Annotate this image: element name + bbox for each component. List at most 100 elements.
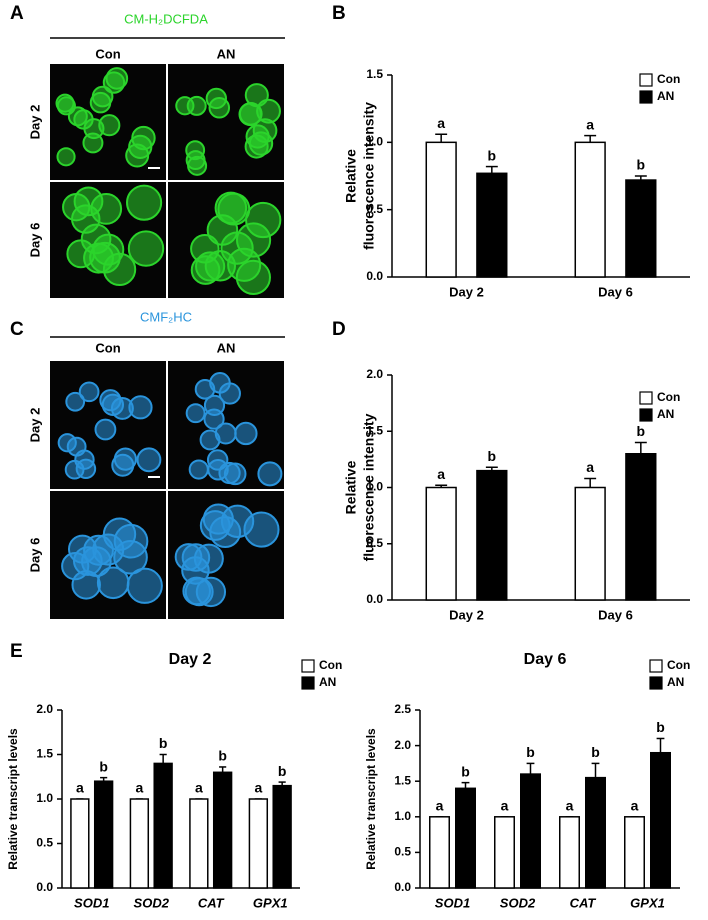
- legend-label: Con: [667, 658, 690, 672]
- significance-letter: a: [631, 798, 639, 814]
- bar: [153, 762, 173, 889]
- y-axis-label: Relative: [343, 460, 359, 514]
- oocyte: [127, 230, 165, 267]
- x-tick-label: CAT: [570, 895, 597, 910]
- y-tick-label: 0.5: [36, 836, 53, 850]
- significance-letter: a: [76, 780, 84, 796]
- legend-swatch: [639, 90, 653, 104]
- oocyte: [61, 552, 90, 581]
- oocyte: [235, 259, 271, 295]
- bar: [585, 776, 606, 889]
- bar: [476, 469, 508, 601]
- legend-swatch: [649, 676, 663, 690]
- significance-letter: b: [278, 763, 287, 779]
- image-title: CM-H₂DCFDA: [124, 11, 208, 26]
- significance-letter: b: [526, 744, 535, 760]
- significance-letter: b: [218, 748, 227, 764]
- oocyte: [186, 95, 207, 116]
- oocyte: [102, 71, 126, 94]
- oocyte: [257, 461, 283, 487]
- bar: [625, 453, 657, 601]
- oocyte: [92, 233, 125, 266]
- legend-swatch: [639, 391, 653, 405]
- bar: [650, 751, 671, 889]
- oocyte: [199, 510, 231, 541]
- legend-swatch: [301, 659, 315, 673]
- legend-swatch: [639, 408, 653, 422]
- oocyte: [218, 461, 241, 485]
- significance-letter: b: [461, 763, 470, 779]
- column-label: Con: [95, 46, 120, 61]
- bar: [129, 798, 150, 889]
- bar: [494, 816, 515, 889]
- legend-swatch: [639, 73, 653, 87]
- y-tick-label: 0.0: [366, 269, 383, 283]
- significance-letter: b: [637, 423, 646, 439]
- panel-label: B: [332, 3, 346, 24]
- oocyte: [203, 408, 225, 430]
- legend-label: AN: [657, 407, 674, 421]
- significance-letter: b: [591, 744, 600, 760]
- row-label: Day 6: [27, 223, 42, 258]
- significance-letter: b: [656, 719, 665, 735]
- y-tick-label: 0.0: [366, 592, 383, 606]
- bar: [429, 816, 450, 889]
- oocyte: [218, 382, 241, 405]
- y-axis-label: Relative transcript levels: [6, 728, 20, 870]
- oocyte: [110, 396, 134, 420]
- x-tick-label: Day 2: [449, 607, 484, 622]
- oocyte: [185, 403, 206, 424]
- significance-letter: a: [436, 798, 444, 814]
- x-tick-label: SOD1: [74, 895, 109, 910]
- legend-swatch: [649, 659, 663, 673]
- y-axis-label: Relative transcript levels: [364, 728, 378, 870]
- oocyte: [126, 567, 163, 604]
- y-tick-label: 0.5: [366, 536, 383, 550]
- bar: [189, 798, 209, 889]
- y-tick-label: 1.5: [366, 67, 383, 81]
- x-tick-label: GPX1: [630, 895, 665, 910]
- y-tick-label: 1.5: [36, 747, 53, 761]
- significance-letter: a: [135, 780, 143, 796]
- bar: [425, 486, 457, 601]
- y-tick-label: 0.5: [366, 202, 383, 216]
- y-axis-label: fluorescence intensity: [361, 413, 377, 561]
- oocyte: [234, 421, 258, 446]
- panel-label: E: [10, 641, 23, 662]
- bar: [248, 798, 269, 889]
- oocyte: [126, 184, 163, 221]
- oocyte: [252, 118, 278, 143]
- legend-label: AN: [657, 89, 674, 103]
- significance-letter: b: [488, 448, 497, 464]
- y-tick-label: 1.0: [366, 480, 383, 494]
- oocyte: [66, 239, 96, 269]
- oocyte: [188, 459, 209, 480]
- y-tick-label: 1.0: [394, 809, 411, 823]
- bar: [212, 771, 233, 889]
- image-title: CMF₂HC: [140, 309, 192, 324]
- y-tick-label: 2.5: [394, 702, 411, 716]
- oocyte: [235, 222, 272, 258]
- panel-label: A: [10, 3, 24, 24]
- bar: [476, 172, 508, 278]
- oocyte: [238, 101, 263, 126]
- oocyte: [94, 418, 117, 441]
- y-tick-label: 1.5: [394, 773, 411, 787]
- significance-letter: b: [159, 735, 168, 751]
- oocyte: [78, 381, 100, 403]
- bar: [93, 780, 114, 889]
- oocyte: [206, 214, 239, 246]
- panel-label: D: [332, 319, 346, 340]
- bar: [520, 773, 541, 889]
- significance-letter: b: [99, 758, 108, 774]
- y-axis-label: fluorescence intensity: [361, 102, 377, 250]
- y-tick-label: 0.5: [394, 845, 411, 859]
- oocyte: [73, 109, 94, 130]
- row-label: Day 6: [27, 538, 42, 573]
- oocyte: [136, 447, 162, 473]
- chart-title: Day 2: [169, 651, 212, 668]
- significance-letter: b: [488, 147, 497, 163]
- oocyte: [71, 204, 101, 234]
- y-axis-label: Relative: [343, 149, 359, 203]
